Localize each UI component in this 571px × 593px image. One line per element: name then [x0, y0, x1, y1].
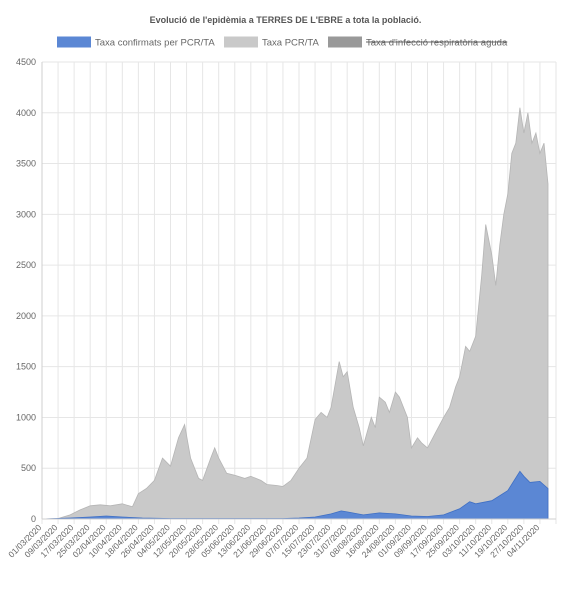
y-tick-label: 500 [21, 463, 36, 473]
y-tick-label: 3500 [16, 159, 36, 169]
y-tick-label: 2000 [16, 311, 36, 321]
x-axis: 01/03/202009/03/202017/03/202025/03/2020… [6, 518, 556, 560]
legend: Taxa confirmats per PCR/TA Taxa PCR/TA Tax… [57, 36, 508, 49]
y-tick-label: 1500 [16, 362, 36, 372]
area-series [41, 107, 549, 520]
y-tick-label: 3000 [16, 209, 36, 219]
legend-swatch [224, 36, 258, 48]
plot-area [41, 107, 549, 520]
y-tick-label: 2500 [16, 260, 36, 270]
area-series [41, 470, 549, 520]
legend-label: Taxa d'infecció respiratòria aguda [366, 38, 508, 49]
y-tick-label: 1000 [16, 412, 36, 422]
legend-swatch [328, 36, 362, 48]
legend-label: Taxa PCR/TA [262, 38, 320, 49]
y-tick-label: 0 [31, 514, 36, 524]
chart-title: Evolució de l'epidèmia a TERRES DE L'EBR… [150, 15, 422, 25]
y-tick-label: 4500 [16, 57, 36, 67]
y-axis: 0 500 1000 1500 2000 2500 3000 3500 4000 4500 [16, 57, 43, 524]
legend-label: Taxa confirmats per PCR/TA [95, 38, 215, 49]
y-tick-label: 4000 [16, 108, 36, 118]
legend-swatch [57, 36, 91, 48]
